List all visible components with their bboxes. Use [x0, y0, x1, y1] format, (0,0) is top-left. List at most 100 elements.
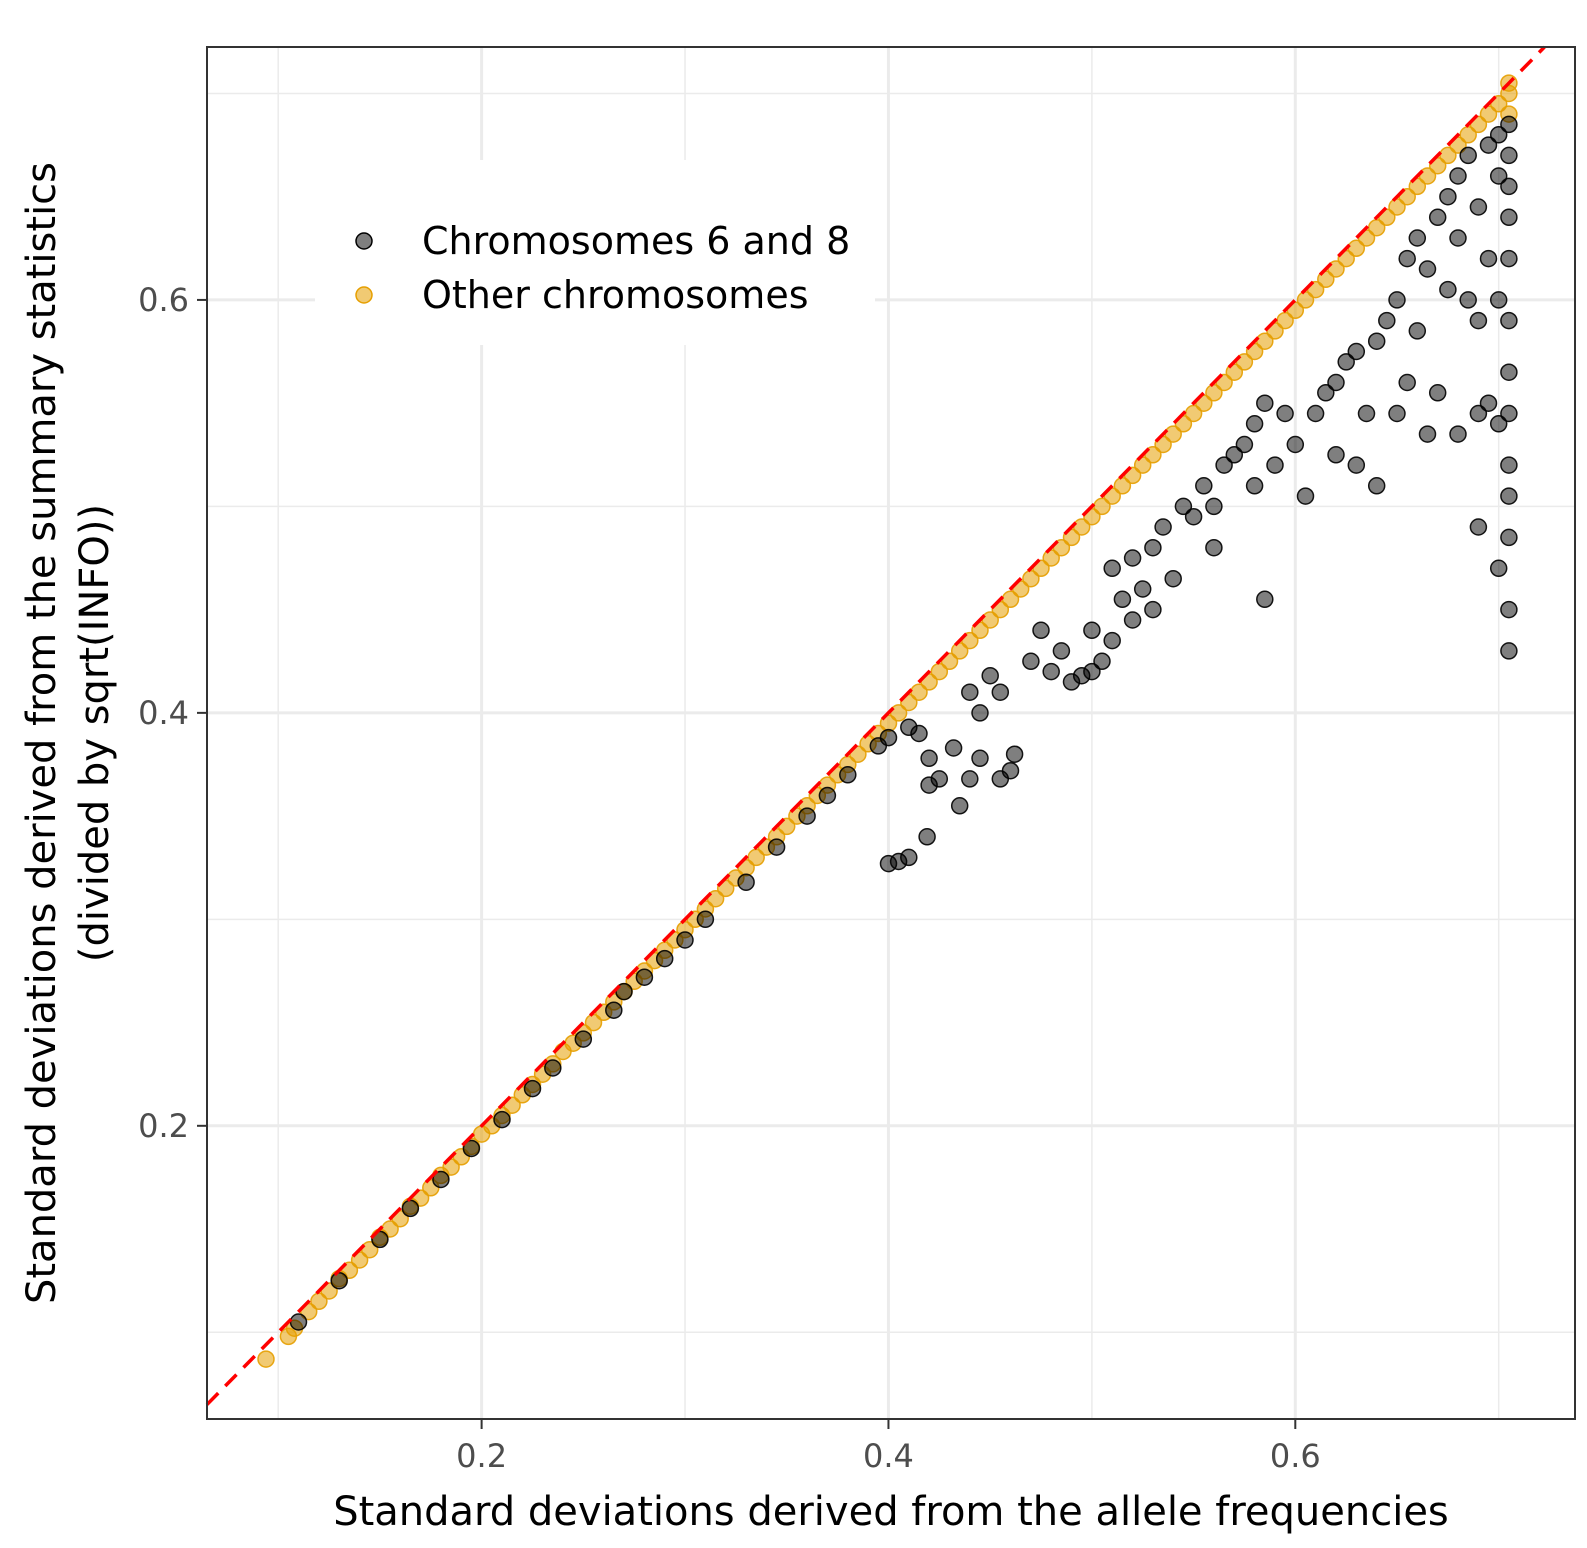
point-chromosomes-6-8 — [1500, 177, 1518, 196]
legend-background — [315, 160, 875, 345]
point-chromosomes-6-8 — [950, 797, 969, 815]
legend-label: Other chromosomes — [422, 273, 809, 317]
point-chromosomes-6-8 — [1500, 487, 1518, 505]
point-chromosomes-6-8 — [1144, 600, 1162, 619]
point-chromosomes-6-8 — [1093, 652, 1111, 671]
point-chromosomes-6-8 — [1042, 662, 1060, 681]
legend-label: Chromosomes 6 and 8 — [422, 219, 850, 263]
point-chromosomes-6-8 — [1245, 477, 1264, 495]
point-chromosomes-6-8 — [1296, 487, 1315, 505]
point-chromosomes-6-8 — [910, 724, 928, 743]
series-chromosomes-6-8 — [289, 115, 1518, 1331]
point-chromosomes-6-8 — [401, 1199, 420, 1218]
legend-key — [355, 232, 373, 250]
point-chromosomes-6-8 — [432, 1170, 450, 1189]
point-chromosomes-6-8 — [676, 931, 694, 949]
point-chromosomes-6-8 — [1489, 415, 1508, 433]
point-chromosomes-6-8 — [1256, 590, 1274, 609]
plot-border — [206, 46, 1576, 1420]
point-chromosomes-6-8 — [971, 704, 989, 722]
point-chromosomes-6-8 — [574, 1030, 593, 1048]
point-chromosomes-6-8 — [900, 848, 918, 867]
point-chromosomes-6-8 — [1123, 611, 1142, 629]
point-chromosomes-6-8 — [1469, 518, 1488, 536]
point-chromosomes-6-8 — [1418, 425, 1437, 443]
point-chromosomes-6-8 — [1123, 549, 1142, 567]
point-chromosomes-6-8 — [1388, 404, 1406, 423]
y-tick-label: 0.2 — [138, 1107, 189, 1145]
y-tick-label: 0.6 — [138, 281, 189, 319]
point-chromosomes-6-8 — [1489, 559, 1508, 578]
point-chromosomes-6-8 — [1500, 404, 1518, 423]
point-chromosomes-6-8 — [1469, 404, 1488, 423]
point-chromosomes-6-8 — [1195, 477, 1213, 495]
point-chromosomes-6-8 — [1367, 477, 1386, 495]
point-other-chromosomes — [257, 1350, 275, 1368]
point-chromosomes-6-8 — [1327, 373, 1345, 392]
point-chromosomes-6-8 — [1408, 229, 1427, 247]
point-chromosomes-6-8 — [1449, 425, 1467, 443]
grid-lines — [207, 47, 1575, 1419]
point-chromosomes-6-8 — [1388, 291, 1406, 309]
point-chromosomes-6-8 — [1439, 187, 1457, 206]
point-chromosomes-6-8 — [1276, 404, 1294, 423]
point-chromosomes-6-8 — [737, 873, 755, 891]
point-chromosomes-6-8 — [1266, 456, 1284, 474]
point-chromosomes-6-8 — [1489, 126, 1508, 144]
point-chromosomes-6-8 — [1154, 518, 1172, 536]
legend: Chromosomes 6 and 8 Other chromosomes — [315, 160, 875, 345]
point-chromosomes-6-8 — [605, 1001, 623, 1019]
point-chromosomes-6-8 — [1357, 404, 1376, 423]
point-chromosomes-6-8 — [1428, 208, 1447, 227]
point-chromosomes-6-8 — [696, 910, 715, 929]
x-axis-label: Standard deviations derived from the all… — [333, 1489, 1449, 1535]
legend-key — [355, 286, 373, 304]
point-chromosomes-6-8 — [981, 666, 999, 685]
point-chromosomes-6-8 — [1479, 394, 1498, 412]
point-chromosomes-6-8 — [1001, 761, 1020, 780]
point-chromosomes-6-8 — [798, 807, 816, 825]
point-chromosomes-6-8 — [1428, 384, 1447, 402]
point-chromosomes-6-8 — [1398, 249, 1416, 268]
point-chromosomes-6-8 — [1005, 745, 1024, 763]
point-chromosomes-6-8 — [1317, 384, 1335, 402]
point-chromosomes-6-8 — [1489, 167, 1508, 185]
reference-line — [205, 45, 1546, 1406]
point-chromosomes-6-8 — [1306, 404, 1325, 423]
point-chromosomes-6-8 — [961, 770, 979, 788]
point-chromosomes-6-8 — [523, 1079, 542, 1098]
point-chromosomes-6-8 — [1500, 208, 1518, 227]
x-tick-label: 0.6 — [1270, 1437, 1321, 1475]
point-chromosomes-6-8 — [1052, 642, 1071, 660]
point-chromosomes-6-8 — [1418, 260, 1437, 278]
point-chromosomes-6-8 — [1235, 435, 1254, 454]
point-chromosomes-6-8 — [289, 1313, 308, 1331]
point-chromosomes-6-8 — [930, 770, 949, 788]
point-chromosomes-6-8 — [1337, 353, 1355, 371]
point-chromosomes-6-8 — [918, 828, 936, 846]
point-chromosomes-6-8 — [1500, 528, 1518, 547]
point-chromosomes-6-8 — [1133, 580, 1152, 598]
point-chromosomes-6-8 — [920, 749, 938, 768]
axis-ticks: 0.2 0.4 0.6 0.2 0.4 0.6 — [138, 281, 1321, 1475]
x-tick-label: 0.2 — [456, 1437, 507, 1475]
point-chromosomes-6-8 — [971, 749, 989, 768]
point-chromosomes-6-8 — [1469, 311, 1488, 330]
point-chromosomes-6-8 — [635, 968, 654, 986]
point-chromosomes-6-8 — [1286, 435, 1305, 454]
point-chromosomes-6-8 — [462, 1139, 481, 1158]
point-chromosomes-6-8 — [1144, 538, 1162, 557]
point-chromosomes-6-8 — [1245, 415, 1264, 433]
point-chromosomes-6-8 — [1479, 136, 1498, 154]
point-chromosomes-6-8 — [1205, 538, 1223, 557]
point-chromosomes-6-8 — [1113, 590, 1132, 609]
point-chromosomes-6-8 — [1256, 394, 1274, 412]
point-chromosomes-6-8 — [1500, 311, 1518, 330]
point-chromosomes-6-8 — [1174, 497, 1193, 516]
point-chromosomes-6-8 — [839, 766, 857, 784]
point-chromosomes-6-8 — [1347, 456, 1366, 474]
point-chromosomes-6-8 — [1347, 342, 1366, 361]
point-chromosomes-6-8 — [1500, 456, 1518, 474]
point-chromosomes-6-8 — [1500, 642, 1518, 660]
